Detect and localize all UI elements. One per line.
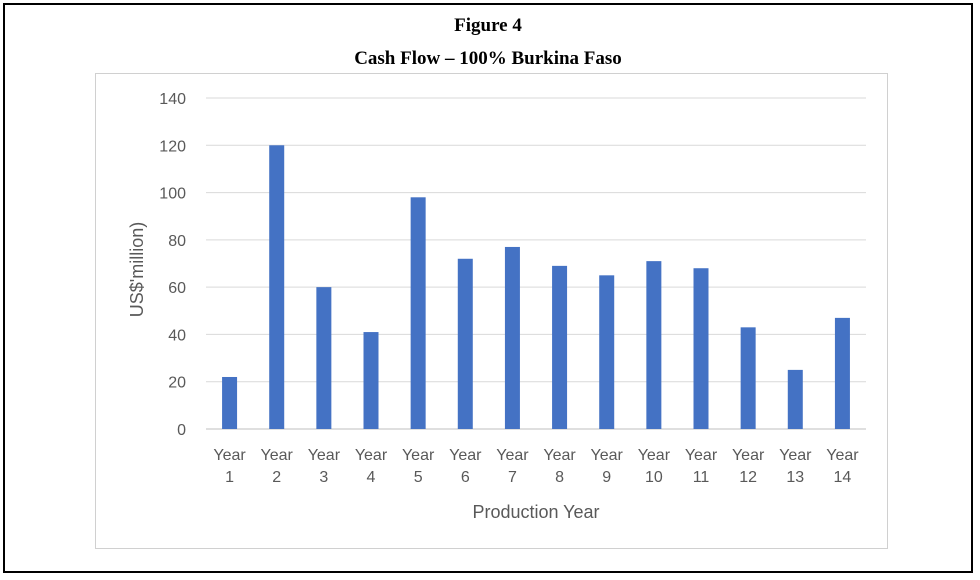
bar: [693, 268, 709, 429]
bar: [363, 332, 379, 429]
figure-caption: Cash Flow – 100% Burkina Faso: [354, 48, 622, 69]
bar: [504, 246, 520, 429]
y-tick-label: 120: [159, 138, 186, 155]
chart-area: [95, 73, 888, 549]
x-tick-label: Year 7: [496, 447, 529, 486]
x-tick-label: Year 14: [826, 447, 859, 486]
bar: [552, 265, 568, 429]
gridlines: [206, 97, 866, 430]
bar: [834, 317, 850, 429]
bar: [457, 258, 473, 429]
x-tick-labels: Year 1 Year 2 Year 3 Year 4 Year 5 Year 6 Year 7 Year 8…: [213, 447, 859, 486]
x-tick-label: Year 6: [449, 447, 482, 486]
y-tick-label: 140: [159, 91, 186, 108]
x-axis-title: Production Year: [472, 502, 599, 522]
x-tick-label: Year 12: [732, 447, 765, 486]
x-tick-label: Year 10: [638, 447, 671, 486]
bar: [599, 275, 615, 429]
y-tick-label: 100: [159, 186, 186, 203]
x-tick-label: Year 3: [308, 447, 341, 486]
x-tick-label: Year 9: [591, 447, 624, 486]
x-tick-label: Year 13: [779, 447, 812, 486]
x-tick-label: Year 2: [261, 447, 294, 486]
y-tick-label: 0: [177, 422, 186, 439]
bar: [269, 145, 285, 430]
y-tick-label: 80: [168, 233, 186, 250]
x-tick-label: Year 8: [543, 447, 576, 486]
bar: [787, 369, 803, 429]
x-tick-label: Year 1: [213, 447, 246, 486]
x-tick-label: Year 11: [685, 447, 718, 486]
figure-number: Figure 4: [454, 15, 522, 36]
bar: [410, 197, 426, 429]
y-tick-labels: 0 20 40 60 80 100 120 140: [159, 91, 186, 439]
y-axis-title: US$'million): [127, 222, 147, 317]
bar: [222, 376, 238, 429]
y-tick-label: 20: [168, 375, 186, 392]
bar: [740, 327, 756, 429]
bar: [646, 261, 662, 429]
bars: [222, 145, 850, 430]
y-tick-label: 60: [168, 280, 186, 297]
bar: [316, 287, 332, 429]
x-tick-label: Year 4: [355, 447, 388, 486]
x-tick-label: Year 5: [402, 447, 435, 486]
y-tick-label: 40: [168, 327, 186, 344]
